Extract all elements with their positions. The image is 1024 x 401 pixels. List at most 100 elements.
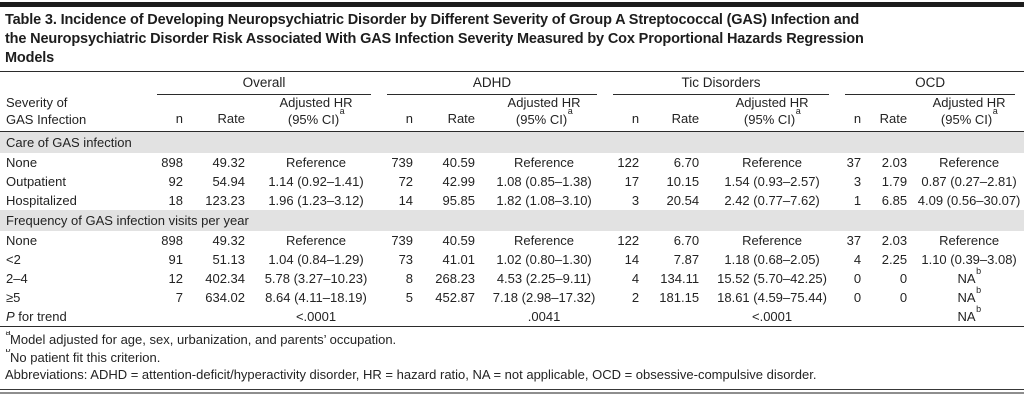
col-header-hr-tic: Adjusted HR (95% CI)a — [735, 95, 809, 127]
cell-rate: 2.25 — [881, 252, 908, 267]
col-header-rate-overall: Rate — [217, 111, 245, 126]
p-trend-value: <.0001 — [252, 307, 381, 327]
cell-n: 14 — [624, 252, 640, 267]
cell-rate: 20.54 — [666, 193, 700, 208]
p-for-trend-label: P for trend — [0, 307, 150, 327]
hr-value: 1.18 (0.68–2.05) — [724, 252, 820, 267]
cell-empty — [420, 307, 483, 327]
cell-empty — [646, 307, 707, 327]
table-title-line1: Table 3. Incidence of Developing Neurops… — [5, 12, 860, 28]
footnote-marker-b: b — [976, 303, 982, 314]
group-header-adhd: ADHD — [380, 72, 606, 95]
col-header-n-overall: n — [175, 111, 183, 126]
hr-value: 1.54 (0.93–2.57) — [724, 174, 820, 189]
cell-rate: 6.70 — [673, 233, 700, 248]
row-label: None — [6, 155, 38, 170]
row-label: ≥5 — [6, 290, 21, 305]
table-row: <2 91 51.13 1.04 (0.84–1.29) 73 41.01 1.02 (0.… — [0, 250, 1024, 269]
cell-n: 17 — [624, 174, 640, 189]
group-header-row: Severity of GAS Infection Overall ADHD T… — [0, 72, 1024, 127]
group-header-overall: Overall — [150, 72, 380, 95]
cell-adjusted-hr: 1.02 (0.80–1.30) — [482, 250, 606, 269]
cell-adjusted-hr: 2.42 (0.77–7.62) — [706, 191, 838, 210]
row-label: Hospitalized — [6, 193, 77, 208]
group-header-overall-label: Overall — [157, 75, 372, 95]
footnote: bNo patient fit this criterion. — [5, 349, 1018, 367]
cell-adjusted-hr: 0.87 (0.27–2.81) — [914, 172, 1024, 191]
cell-rate: 2.03 — [881, 233, 908, 248]
hr-value: 1.08 (0.85–1.38) — [496, 174, 592, 189]
cell-n: 898 — [161, 155, 183, 170]
cell-rate: 134.11 — [660, 271, 700, 286]
cell-rate: 452.87 — [435, 290, 476, 305]
cell-rate: 41.01 — [442, 252, 476, 267]
hr-value: Reference — [742, 233, 803, 248]
cell-adjusted-hr: 18.61 (4.59–75.44) — [706, 288, 838, 307]
cell-rate: 10.15 — [666, 174, 700, 189]
cell-n: 7 — [175, 290, 183, 305]
p-trend-value: <.0001 — [706, 307, 839, 327]
table-row: 2–4 12 402.34 5.78 (3.27–10.23) 8 268.23 4.53 … — [0, 265, 1024, 288]
cell-rate: 6.85 — [881, 193, 908, 208]
hr-value: 7.18 (2.98–17.32) — [492, 290, 596, 305]
footnote-marker-a: a — [5, 331, 11, 337]
cell-n: 14 — [398, 193, 414, 208]
cell-adjusted-hr: Reference — [482, 153, 606, 172]
hr-value: 15.52 (5.70–42.25) — [717, 271, 827, 286]
footnote-text: Abbreviations: ADHD = attention-deficit/… — [5, 367, 817, 382]
cell-rate: 51.13 — [212, 252, 245, 267]
data-table: Severity of GAS Infection Overall ADHD T… — [0, 71, 1024, 327]
cell-adjusted-hr: Reference — [252, 153, 380, 172]
cell-adjusted-hr: 8.64 (4.11–18.19) — [252, 288, 380, 307]
cell-n: 37 — [846, 155, 862, 170]
footnote-marker-a: a — [992, 106, 998, 117]
cell-rate: 95.85 — [442, 193, 476, 208]
cell-n: 0 — [853, 271, 862, 286]
group-header-tic-disorders: Tic Disorders — [606, 72, 838, 95]
hr-value: Reference — [742, 155, 803, 170]
hr-value: Reference — [514, 233, 575, 248]
p-trend-value: NAb — [914, 303, 1024, 327]
footnote-marker-a: a — [795, 106, 801, 117]
table-row: Outpatient 92 54.94 1.14 (0.92–1.41) 72 42.99… — [0, 172, 1024, 191]
footnote-marker-b: b — [976, 265, 982, 276]
cell-adjusted-hr: Reference — [914, 231, 1024, 250]
cell-adjusted-hr: 15.52 (5.70–42.25) — [706, 269, 838, 288]
cell-n: 898 — [161, 233, 183, 248]
cell-n: 8 — [405, 271, 414, 286]
cell-adjusted-hr: 7.18 (2.98–17.32) — [482, 288, 606, 307]
group-header-adhd-label: ADHD — [387, 75, 598, 95]
cell-n: 37 — [846, 233, 862, 248]
p-value: NA — [957, 309, 976, 324]
col-header-rate-tic: Rate — [671, 111, 700, 126]
hr-value: 4.09 (0.56–30.07) — [917, 193, 1021, 208]
footnote: aModel adjusted for age, sex, urbanizati… — [5, 331, 1018, 349]
hr-value: 1.14 (0.92–1.41) — [268, 174, 364, 189]
cell-n: 18 — [168, 193, 183, 208]
cell-n: 3 — [853, 174, 862, 189]
hr-value: NA — [957, 271, 976, 286]
cell-n: 122 — [617, 155, 640, 170]
cell-rate: 634.02 — [205, 290, 245, 305]
cell-adjusted-hr: Reference — [252, 231, 380, 250]
hr-value: 1.02 (0.80–1.30) — [496, 252, 592, 267]
cell-rate: 54.94 — [212, 174, 245, 189]
p-value: <.0001 — [752, 309, 793, 324]
cell-n: 739 — [391, 155, 414, 170]
section-header-label: Frequency of GAS infection visits per ye… — [0, 210, 1024, 231]
cell-empty — [380, 307, 421, 327]
hr-value: 5.78 (3.27–10.23) — [264, 271, 368, 286]
table-row: None 898 49.32 Reference 739 40.59 Reference 12… — [0, 231, 1024, 250]
table-title-line3: Models — [5, 50, 55, 66]
cell-n: 91 — [168, 252, 183, 267]
hr-value: 1.82 (1.08–3.10) — [496, 193, 592, 208]
footnote-text: No patient fit this criterion. — [10, 349, 161, 365]
cell-empty — [150, 307, 190, 327]
cell-rate: 2.03 — [881, 155, 908, 170]
hr-value: Reference — [939, 155, 1000, 170]
hr-value: 1.04 (0.84–1.29) — [268, 252, 364, 267]
cell-adjusted-hr: 1.14 (0.92–1.41) — [252, 172, 380, 191]
cell-rate: 40.59 — [442, 233, 476, 248]
hr-value: Reference — [939, 233, 1000, 248]
